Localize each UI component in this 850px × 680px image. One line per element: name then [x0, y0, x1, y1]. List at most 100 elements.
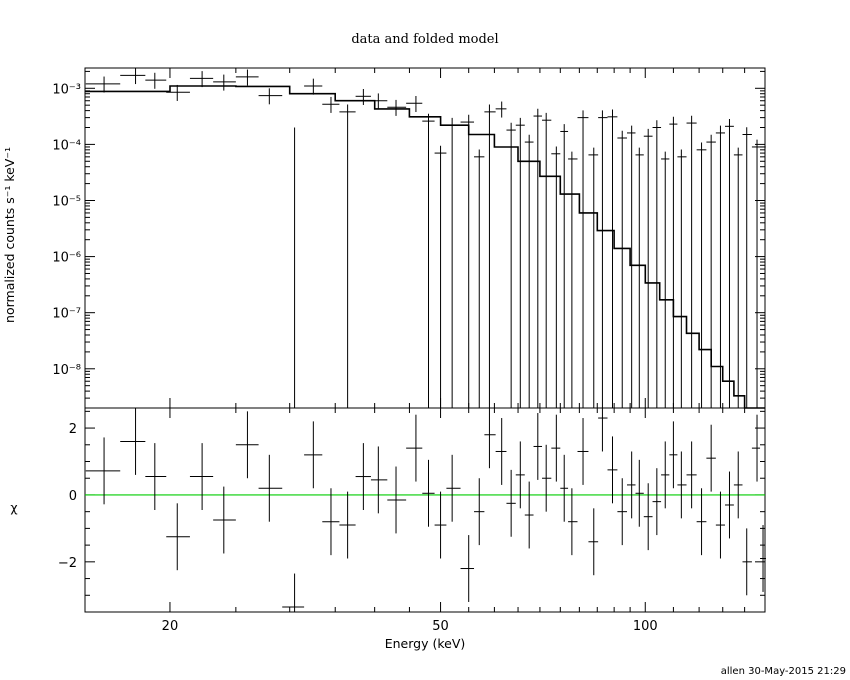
residual-point [422, 459, 435, 527]
data-point [725, 119, 734, 408]
data-point [733, 147, 743, 408]
folded-model-series [85, 85, 765, 409]
data-point [652, 120, 662, 408]
data-point [677, 149, 687, 408]
residual-point [213, 486, 236, 554]
residuals-series [85, 408, 766, 612]
data-point [484, 104, 496, 408]
data-point [635, 147, 644, 408]
residual-point [387, 466, 407, 534]
data-point [568, 151, 578, 408]
data-point [669, 116, 678, 408]
data-point [258, 88, 283, 105]
y-tick-label: 10⁻⁶ [52, 251, 81, 266]
y-tick-label: 2 [69, 422, 77, 437]
data-point [446, 117, 461, 408]
data-point [515, 117, 525, 408]
residual-point [542, 444, 552, 512]
spectrum-axis-ticks [84, 68, 766, 409]
residual-point [560, 454, 569, 522]
residual-point [677, 451, 687, 519]
residual-point [742, 528, 752, 596]
residual-point [715, 491, 726, 559]
data-point [434, 145, 447, 408]
residual-point [598, 408, 608, 452]
data-point [617, 130, 627, 408]
residual-point [686, 441, 697, 509]
data-point [85, 76, 121, 93]
residuals-y-axis-label: χ [10, 500, 17, 515]
data-point [696, 142, 707, 408]
y-tick-label: 0 [69, 489, 77, 504]
residual-point [304, 421, 323, 489]
residual-point [506, 469, 516, 537]
residual-point [733, 451, 743, 519]
y-tick-label: 10⁻⁵ [52, 194, 81, 209]
data-point [706, 134, 716, 408]
residual-point [652, 468, 662, 536]
residual-point [235, 411, 259, 479]
data-point [598, 110, 608, 408]
data-point [422, 113, 435, 408]
x-tick-label: 50 [432, 619, 449, 634]
y-axis-label: normalized counts s⁻¹ keV⁻¹ [2, 147, 17, 323]
residual-point [626, 451, 636, 519]
residual-point [370, 446, 388, 514]
residuals-axis-ticks [84, 408, 766, 612]
residual-point [258, 454, 283, 522]
spectrum-frame [84, 67, 766, 409]
data-point [406, 95, 423, 112]
residual-point [568, 488, 578, 556]
y-tick-label: 10⁻⁷ [52, 307, 81, 322]
data-point [533, 108, 543, 408]
data-series [85, 68, 766, 408]
residual-point [166, 503, 190, 571]
data-point [607, 109, 618, 408]
residual-point [643, 483, 653, 551]
data-point [474, 149, 485, 408]
data-point [387, 99, 407, 116]
data-point [189, 71, 214, 88]
data-point [686, 115, 697, 408]
spectrum-panel: 10⁻⁸ 10⁻⁷ 10⁻⁶ 10⁻⁵ 10⁻⁴ 10⁻³ [52, 67, 766, 409]
x-axis-label: Energy (keV) [385, 636, 466, 651]
data-point [560, 124, 569, 408]
residual-point [588, 508, 599, 576]
data-point [339, 104, 356, 408]
residual-point [120, 408, 146, 475]
residual-point [669, 421, 678, 489]
residual-point [474, 478, 485, 546]
residual-point [751, 414, 761, 482]
data-point [742, 127, 752, 408]
data-point [626, 125, 636, 408]
residual-point [322, 488, 340, 556]
residual-point [661, 441, 670, 509]
data-point [213, 74, 236, 91]
data-point [460, 114, 475, 408]
x-tick-labels: 20 50 100 [162, 619, 658, 634]
y-tick-label: 10⁻⁸ [52, 363, 81, 378]
residual-point [760, 525, 766, 592]
residual-point [635, 459, 644, 527]
spectrum-y-tick-labels: 10⁻⁸ 10⁻⁷ 10⁻⁶ 10⁻⁵ 10⁻⁴ 10⁻³ [52, 82, 81, 377]
data-point [551, 146, 561, 408]
data-point [577, 110, 589, 408]
chart-title: data and folded model [351, 32, 498, 47]
residual-point [495, 418, 507, 485]
residual-point [189, 443, 214, 510]
data-point [355, 88, 371, 105]
residual-point [524, 481, 534, 549]
residual-point [696, 488, 707, 556]
x-tick-label: 100 [633, 619, 658, 634]
data-point [495, 101, 507, 118]
data-point [120, 68, 146, 85]
data-point [322, 96, 340, 113]
data-point [588, 147, 599, 408]
residual-point [355, 443, 371, 510]
data-point [751, 139, 766, 408]
residual-point [484, 408, 496, 469]
data-point [661, 151, 670, 408]
residual-point [706, 424, 716, 492]
y-tick-label: 10⁻⁴ [52, 138, 81, 153]
